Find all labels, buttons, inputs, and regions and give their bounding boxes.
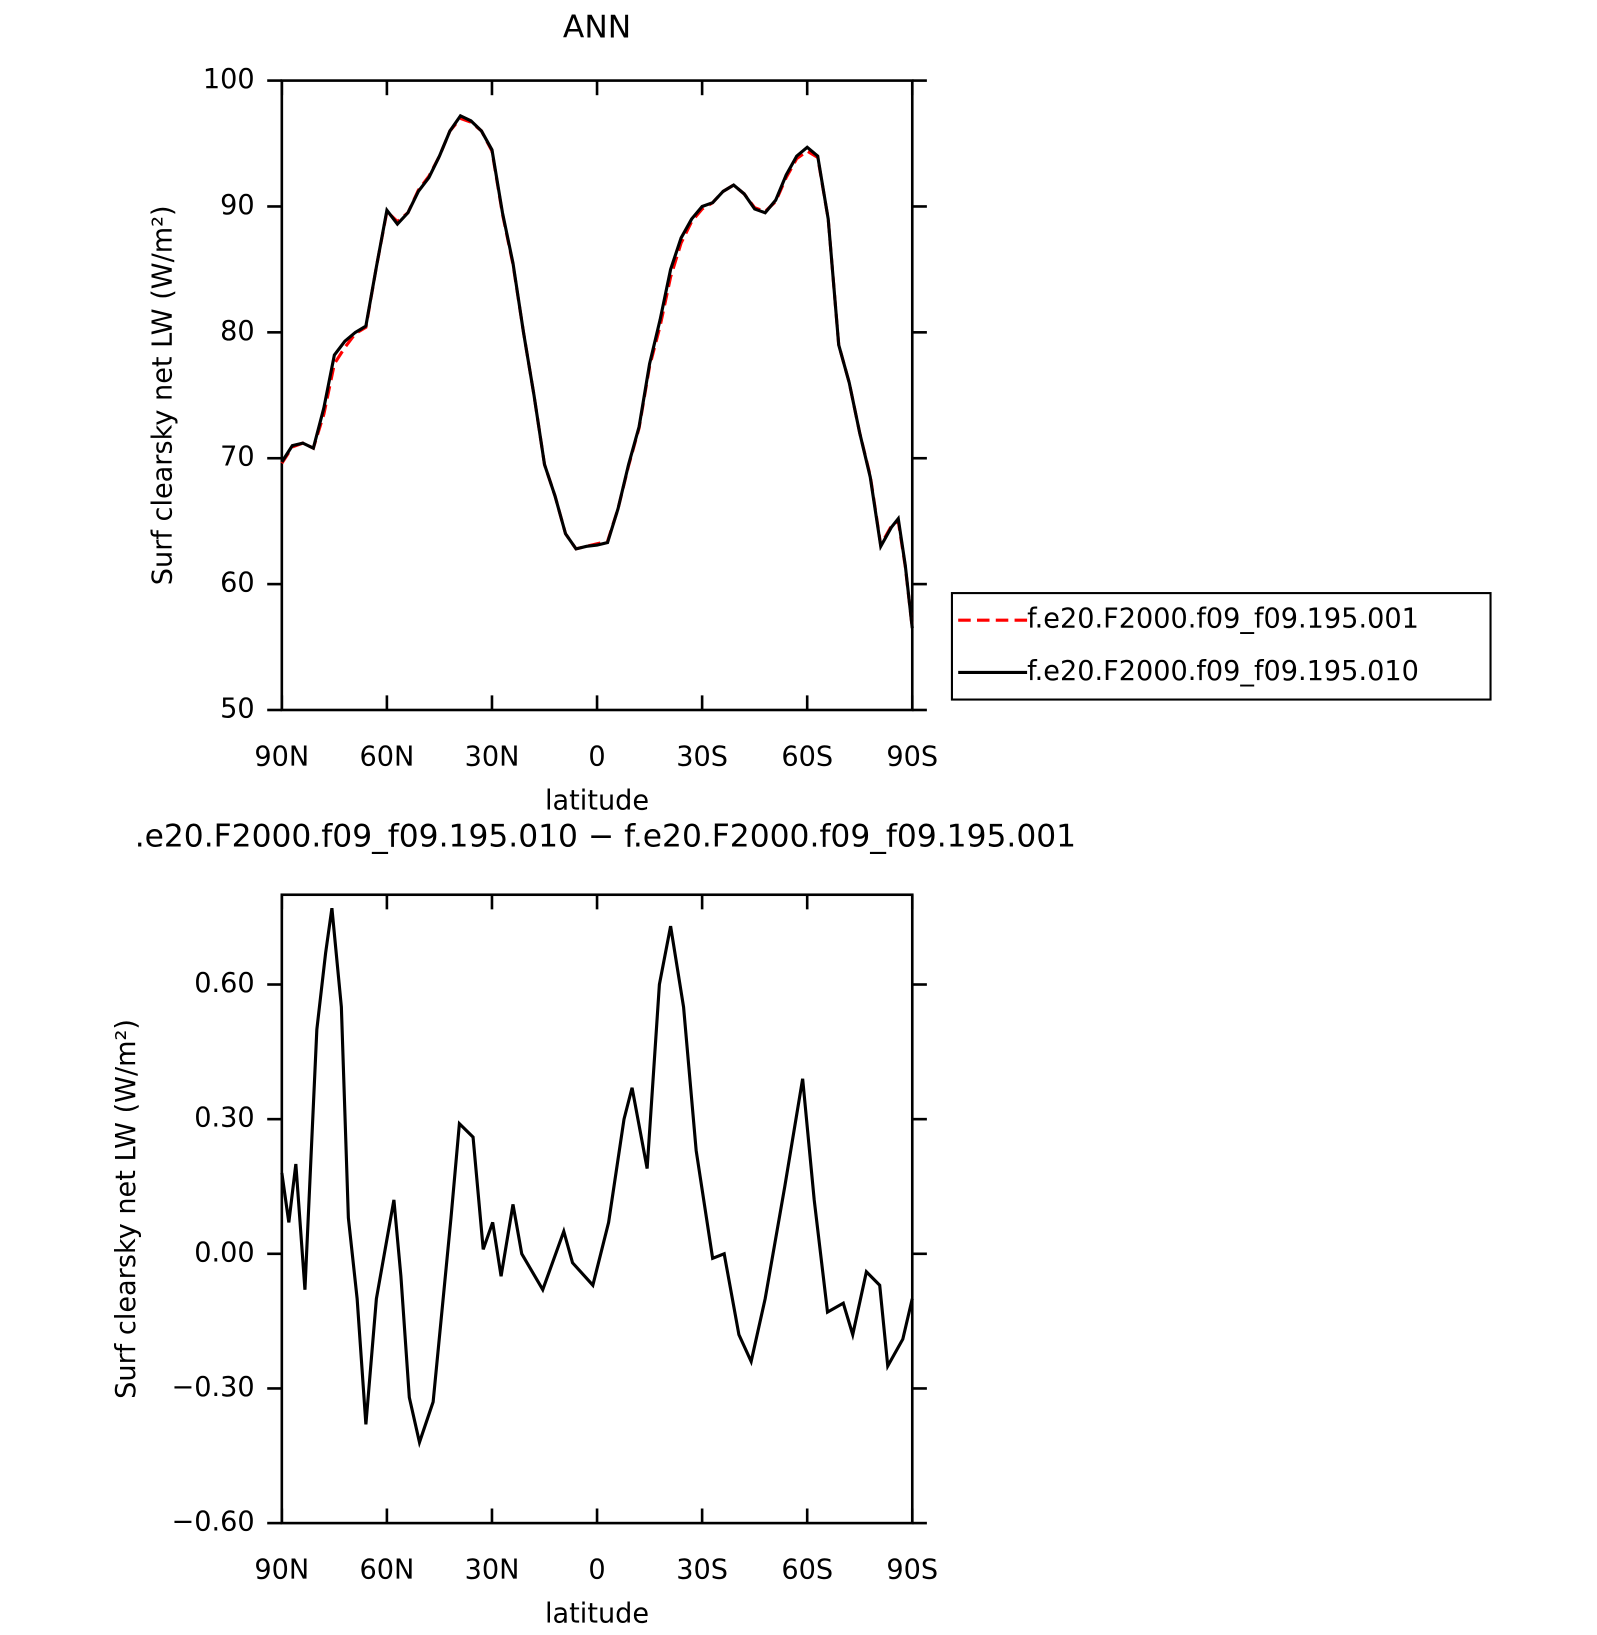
y-tick-label: 0.00 [194, 1237, 254, 1268]
y-tick-label: 60 [220, 568, 255, 599]
x-tick-label: 90S [886, 742, 938, 773]
x-tick-label: 0 [588, 1555, 605, 1586]
y-tick-label: 50 [220, 693, 255, 724]
y-tick-label: −0.30 [172, 1372, 255, 1403]
chart-title: ANN [563, 9, 631, 45]
plot-frame [280, 893, 914, 1525]
data-line [280, 116, 914, 629]
legend-box [950, 592, 1492, 701]
x-tick-label: 30S [676, 742, 728, 773]
y-tick-label: 70 [220, 442, 255, 473]
data-line [280, 907, 914, 1449]
x-tick-label: 60N [359, 1555, 414, 1586]
x-tick-label: 30S [676, 1555, 728, 1586]
x-axis-label: latitude [545, 785, 649, 816]
x-tick-label: 60S [781, 742, 833, 773]
data-line [280, 113, 914, 629]
y-tick-label: 100 [203, 64, 255, 95]
x-tick-label: 90N [254, 1555, 309, 1586]
y-tick-label: 0.30 [194, 1103, 254, 1134]
y-axis-label: Surf clearsky net LW (W/m²) [147, 205, 178, 585]
y-tick-label: 0.60 [194, 968, 254, 999]
x-tick-label: 90N [254, 742, 309, 773]
x-axis-label: latitude [545, 1598, 649, 1629]
chart-title: .e20.F2000.f09_f09.195.010 − f.e20.F2000… [135, 818, 1076, 854]
legend-label: f.e20.F2000.f09_f09.195.010 [1027, 656, 1419, 687]
x-tick-label: 60S [781, 1555, 833, 1586]
x-tick-label: 60N [359, 742, 414, 773]
x-tick-label: 30N [465, 742, 520, 773]
y-axis-label: Surf clearsky net LW (W/m²) [111, 1019, 142, 1399]
legend-label: f.e20.F2000.f09_f09.195.001 [1027, 604, 1419, 635]
y-tick-label: −0.60 [172, 1507, 255, 1538]
x-tick-label: 0 [588, 742, 605, 773]
y-tick-label: 90 [220, 190, 255, 221]
y-tick-label: 80 [220, 316, 255, 347]
x-tick-label: 30N [465, 1555, 520, 1586]
plot-frame [280, 79, 914, 712]
x-tick-label: 90S [886, 1555, 938, 1586]
